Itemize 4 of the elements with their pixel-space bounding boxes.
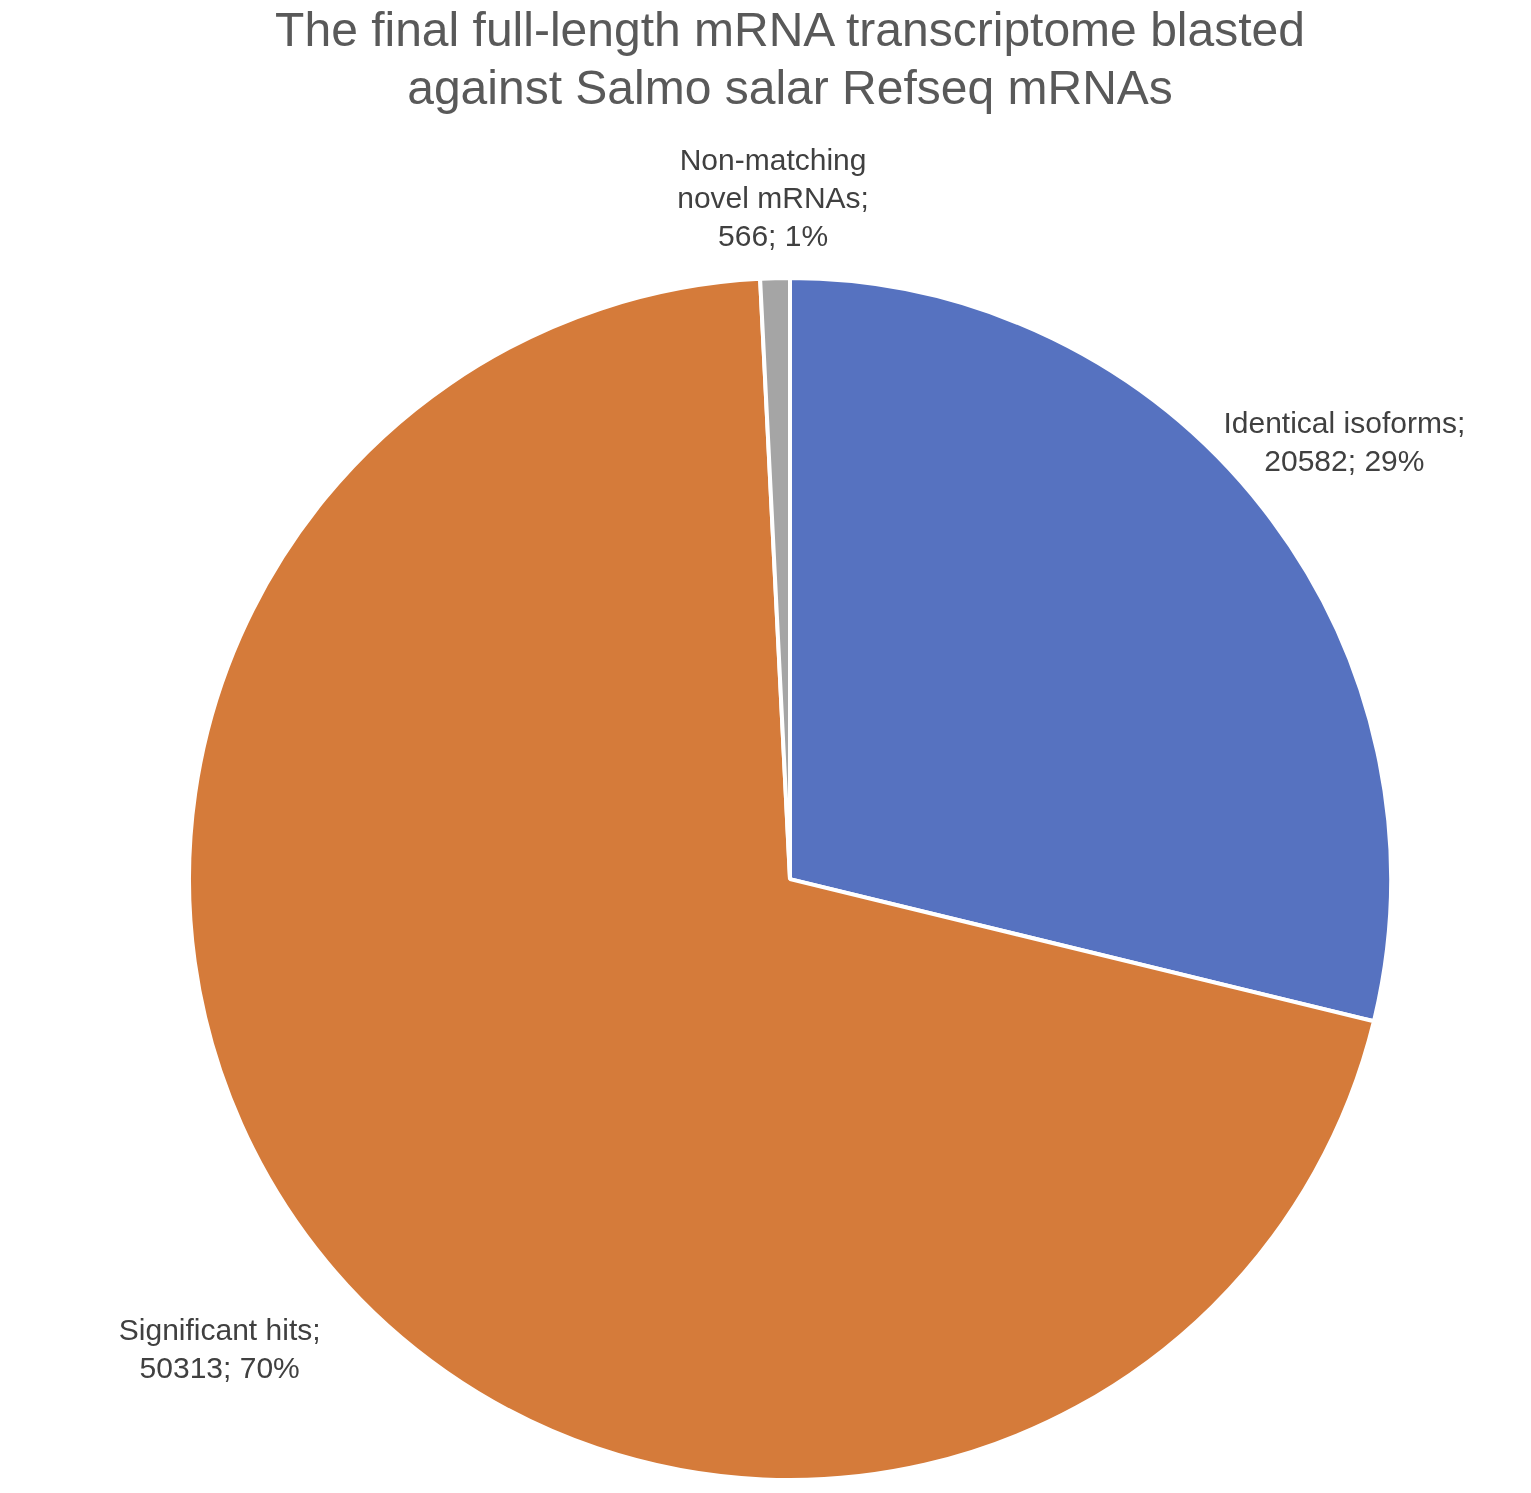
- chart-title: The final full-length mRNA transcriptome blasted against Salmo salar Refseq mRNAs: [275, 3, 1305, 114]
- slice-label: Identical isoforms; 20582; 29%: [1223, 405, 1466, 477]
- slice-label: Significant hits; 50313; 70%: [118, 1312, 321, 1384]
- slice-label: Non-matching novel mRNAs; 566; 1%: [677, 142, 869, 252]
